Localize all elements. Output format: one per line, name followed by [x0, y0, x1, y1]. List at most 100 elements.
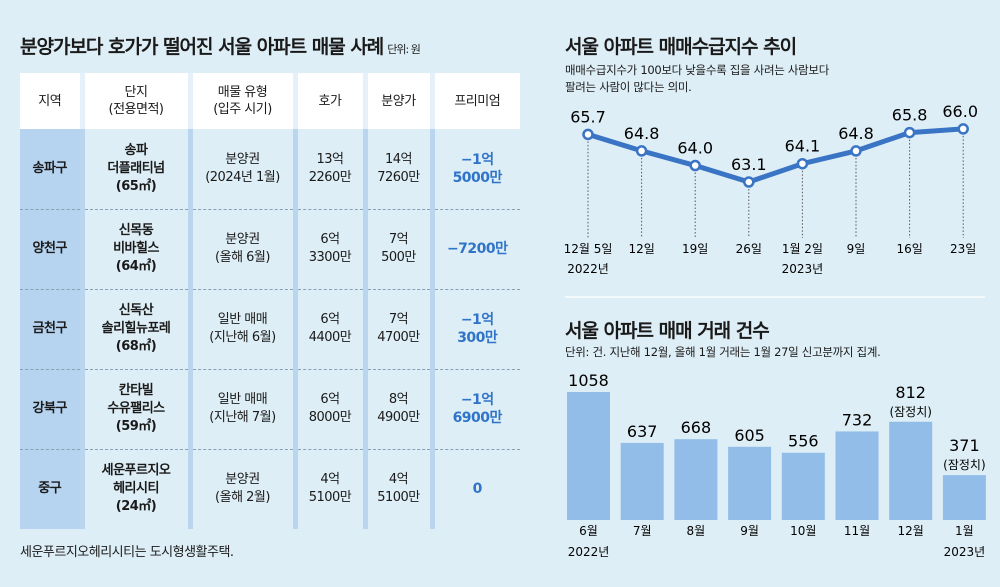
value-label: 64.8 — [838, 124, 874, 143]
cell-region: 양천구 — [20, 208, 82, 289]
year-label: 2023년 — [782, 262, 824, 276]
cell-region: 강북구 — [20, 368, 82, 449]
cell-ask: 6억 4400만 — [292, 288, 365, 369]
cell-premium: −1억 5000만 — [429, 129, 520, 209]
column-header: 호가 — [292, 73, 365, 129]
value-label: 1058 — [568, 371, 609, 390]
bar — [942, 475, 986, 520]
listings-table: 지역 단지 (전용면적) 매물 유형 (입주 시기) 호가 분양가 프리미엄 송파구 송파 더플래… — [20, 73, 520, 529]
data-point — [582, 128, 594, 141]
x-tick-label: 7월 — [633, 524, 652, 538]
cell-sale: 14억 7260만 — [362, 129, 432, 209]
cell-region: 중구 — [20, 448, 82, 529]
bar — [620, 442, 664, 520]
table-title: 분양가보다 호가가 떨어진 서울 아파트 매물 사례 단위: 원 — [20, 32, 421, 59]
x-tick-label: 26일 — [736, 242, 762, 256]
bar — [835, 431, 879, 520]
series-line — [587, 126, 964, 185]
line-chart-subtitle: 매매수급지수가 100보다 낮을수록 집을 사려는 사람보다 팔려는 사람이 많… — [565, 62, 829, 96]
line-chart-title: 서울 아파트 매매수급지수 추이 — [565, 36, 797, 58]
cell-complex: 세운푸르지오 헤리시티 (24㎡) — [79, 448, 190, 529]
x-tick-label: 16일 — [896, 242, 922, 256]
column-header: 단지 (전용면적) — [79, 73, 190, 129]
column-header: 지역 — [20, 73, 82, 129]
value-label: 64.8 — [624, 124, 660, 143]
data-point — [743, 176, 755, 188]
year-label: 2022년 — [568, 545, 610, 559]
cell-premium: −1억 6900만 — [429, 368, 520, 449]
x-tick-label: 23일 — [950, 242, 976, 256]
bar-chart-title: 서울 아파트 매매 거래 건수 — [565, 320, 770, 342]
value-label: 605 — [734, 426, 765, 445]
cell-type: 분양권 (올해 6월) — [187, 208, 295, 289]
cell-sale: 8억 4900만 — [362, 368, 432, 449]
cell-type: 일반 매매 (지난해 7월) — [187, 368, 295, 449]
cell-premium: −1억 300만 — [429, 288, 520, 369]
x-tick-label: 8월 — [687, 524, 706, 538]
bar — [567, 392, 610, 520]
subtitle-line: 매매수급지수가 100보다 낮을수록 집을 사려는 사람보다 — [565, 63, 829, 77]
value-label: 64.1 — [785, 137, 821, 156]
year-label: 2023년 — [944, 545, 986, 559]
cell-sale: 7억 4700만 — [362, 288, 432, 369]
value-label: 66.0 — [942, 102, 978, 121]
value-label: 556 — [788, 432, 819, 451]
table-row: 금천구 신독산 솔리힐뉴포레 (68㎡) 일반 매매 (지난해 6월) 6억 4400만 7억 4… — [20, 288, 520, 369]
value-label: 63.1 — [731, 155, 767, 174]
data-point — [957, 123, 969, 135]
cell-premium: 0 — [429, 448, 520, 529]
cell-type: 일반 매매 (지난해 6월) — [187, 288, 295, 369]
bar — [728, 446, 772, 520]
cell-complex: 신목동 비바힐스 (64㎡) — [79, 208, 190, 289]
value-label: 732 — [842, 410, 873, 429]
line-chart: 65.7 12월 5일 2022년 64.8 12일 64.0 19일 63.1 26일 64.1… — [564, 102, 978, 276]
value-label: 64.0 — [677, 139, 713, 158]
data-point — [689, 159, 701, 172]
table-row: 송파구 송파 더플래티넘 (65㎡) 분양권 (2024년 1월) 13억 2260만 14억 7… — [20, 129, 520, 209]
x-tick-label: 1월 — [955, 524, 974, 538]
x-tick-label: 12일 — [628, 242, 654, 256]
cell-complex: 신독산 솔리힐뉴포레 (68㎡) — [79, 288, 190, 369]
cell-region: 송파구 — [20, 129, 82, 209]
divider — [565, 296, 985, 298]
unit-label: 단위: 원 — [387, 43, 421, 56]
cell-ask: 6억 3300만 — [292, 208, 365, 289]
cell-ask: 6억 8000만 — [292, 368, 365, 449]
x-tick-label: 6월 — [579, 524, 598, 538]
value-label: 65.8 — [892, 106, 928, 125]
x-tick-label: 19일 — [682, 242, 708, 256]
x-tick-label: 12월 5일 — [564, 242, 613, 256]
bar-chart: 1058 6월 2022년 637 7월 668 8월 605 9월 556 10월 732 11월 81… — [567, 371, 986, 559]
value-label: 812 — [895, 383, 926, 402]
subtitle-line: 팔려는 사람이 많다는 의미. — [565, 80, 692, 94]
bar-chart-subtitle: 단위: 건. 지난해 12월, 올해 1월 거래는 1월 27일 신고분까지 집… — [565, 345, 881, 359]
note-label: (잠정치) — [943, 458, 985, 472]
table-title-text: 분양가보다 호가가 떨어진 서울 아파트 매물 사례 — [20, 36, 384, 58]
value-label: 668 — [681, 418, 712, 437]
value-label: 637 — [627, 422, 658, 441]
x-tick-label: 9일 — [847, 242, 866, 256]
cell-type: 분양권 (올해 2월) — [187, 448, 295, 529]
cell-complex: 칸타빌 수유팰리스 (59㎡) — [79, 368, 190, 449]
data-point — [796, 157, 809, 170]
cell-sale: 7억 500만 — [362, 208, 432, 289]
table-row: 중구 세운푸르지오 헤리시티 (24㎡) 분양권 (올해 2월) 4억 5100만 4억 5100… — [20, 448, 520, 529]
cell-ask: 4억 5100만 — [292, 448, 365, 529]
footnote: 세운푸르지오헤리시티는 도시형생활주택. — [20, 545, 234, 560]
data-point — [903, 126, 916, 139]
x-tick-label: 12월 — [898, 524, 924, 538]
x-tick-label: 11월 — [844, 524, 870, 538]
value-label: 65.7 — [570, 107, 606, 126]
bar — [889, 421, 933, 520]
data-point — [635, 145, 648, 157]
value-label: 371 — [949, 436, 980, 455]
table-row: 양천구 신목동 비바힐스 (64㎡) 분양권 (올해 6월) 6억 3300만 7억 500만 −7… — [20, 208, 520, 289]
note-label: (잠정치) — [889, 405, 931, 419]
table-header-row: 지역 단지 (전용면적) 매물 유형 (입주 시기) 호가 분양가 프리미엄 — [20, 73, 520, 129]
data-point — [850, 145, 862, 157]
column-header: 프리미엄 — [429, 73, 520, 129]
x-tick-label: 1월 2일 — [782, 242, 823, 256]
x-tick-label: 9월 — [740, 524, 759, 538]
bar — [781, 452, 825, 520]
cell-ask: 13억 2260만 — [292, 129, 365, 209]
